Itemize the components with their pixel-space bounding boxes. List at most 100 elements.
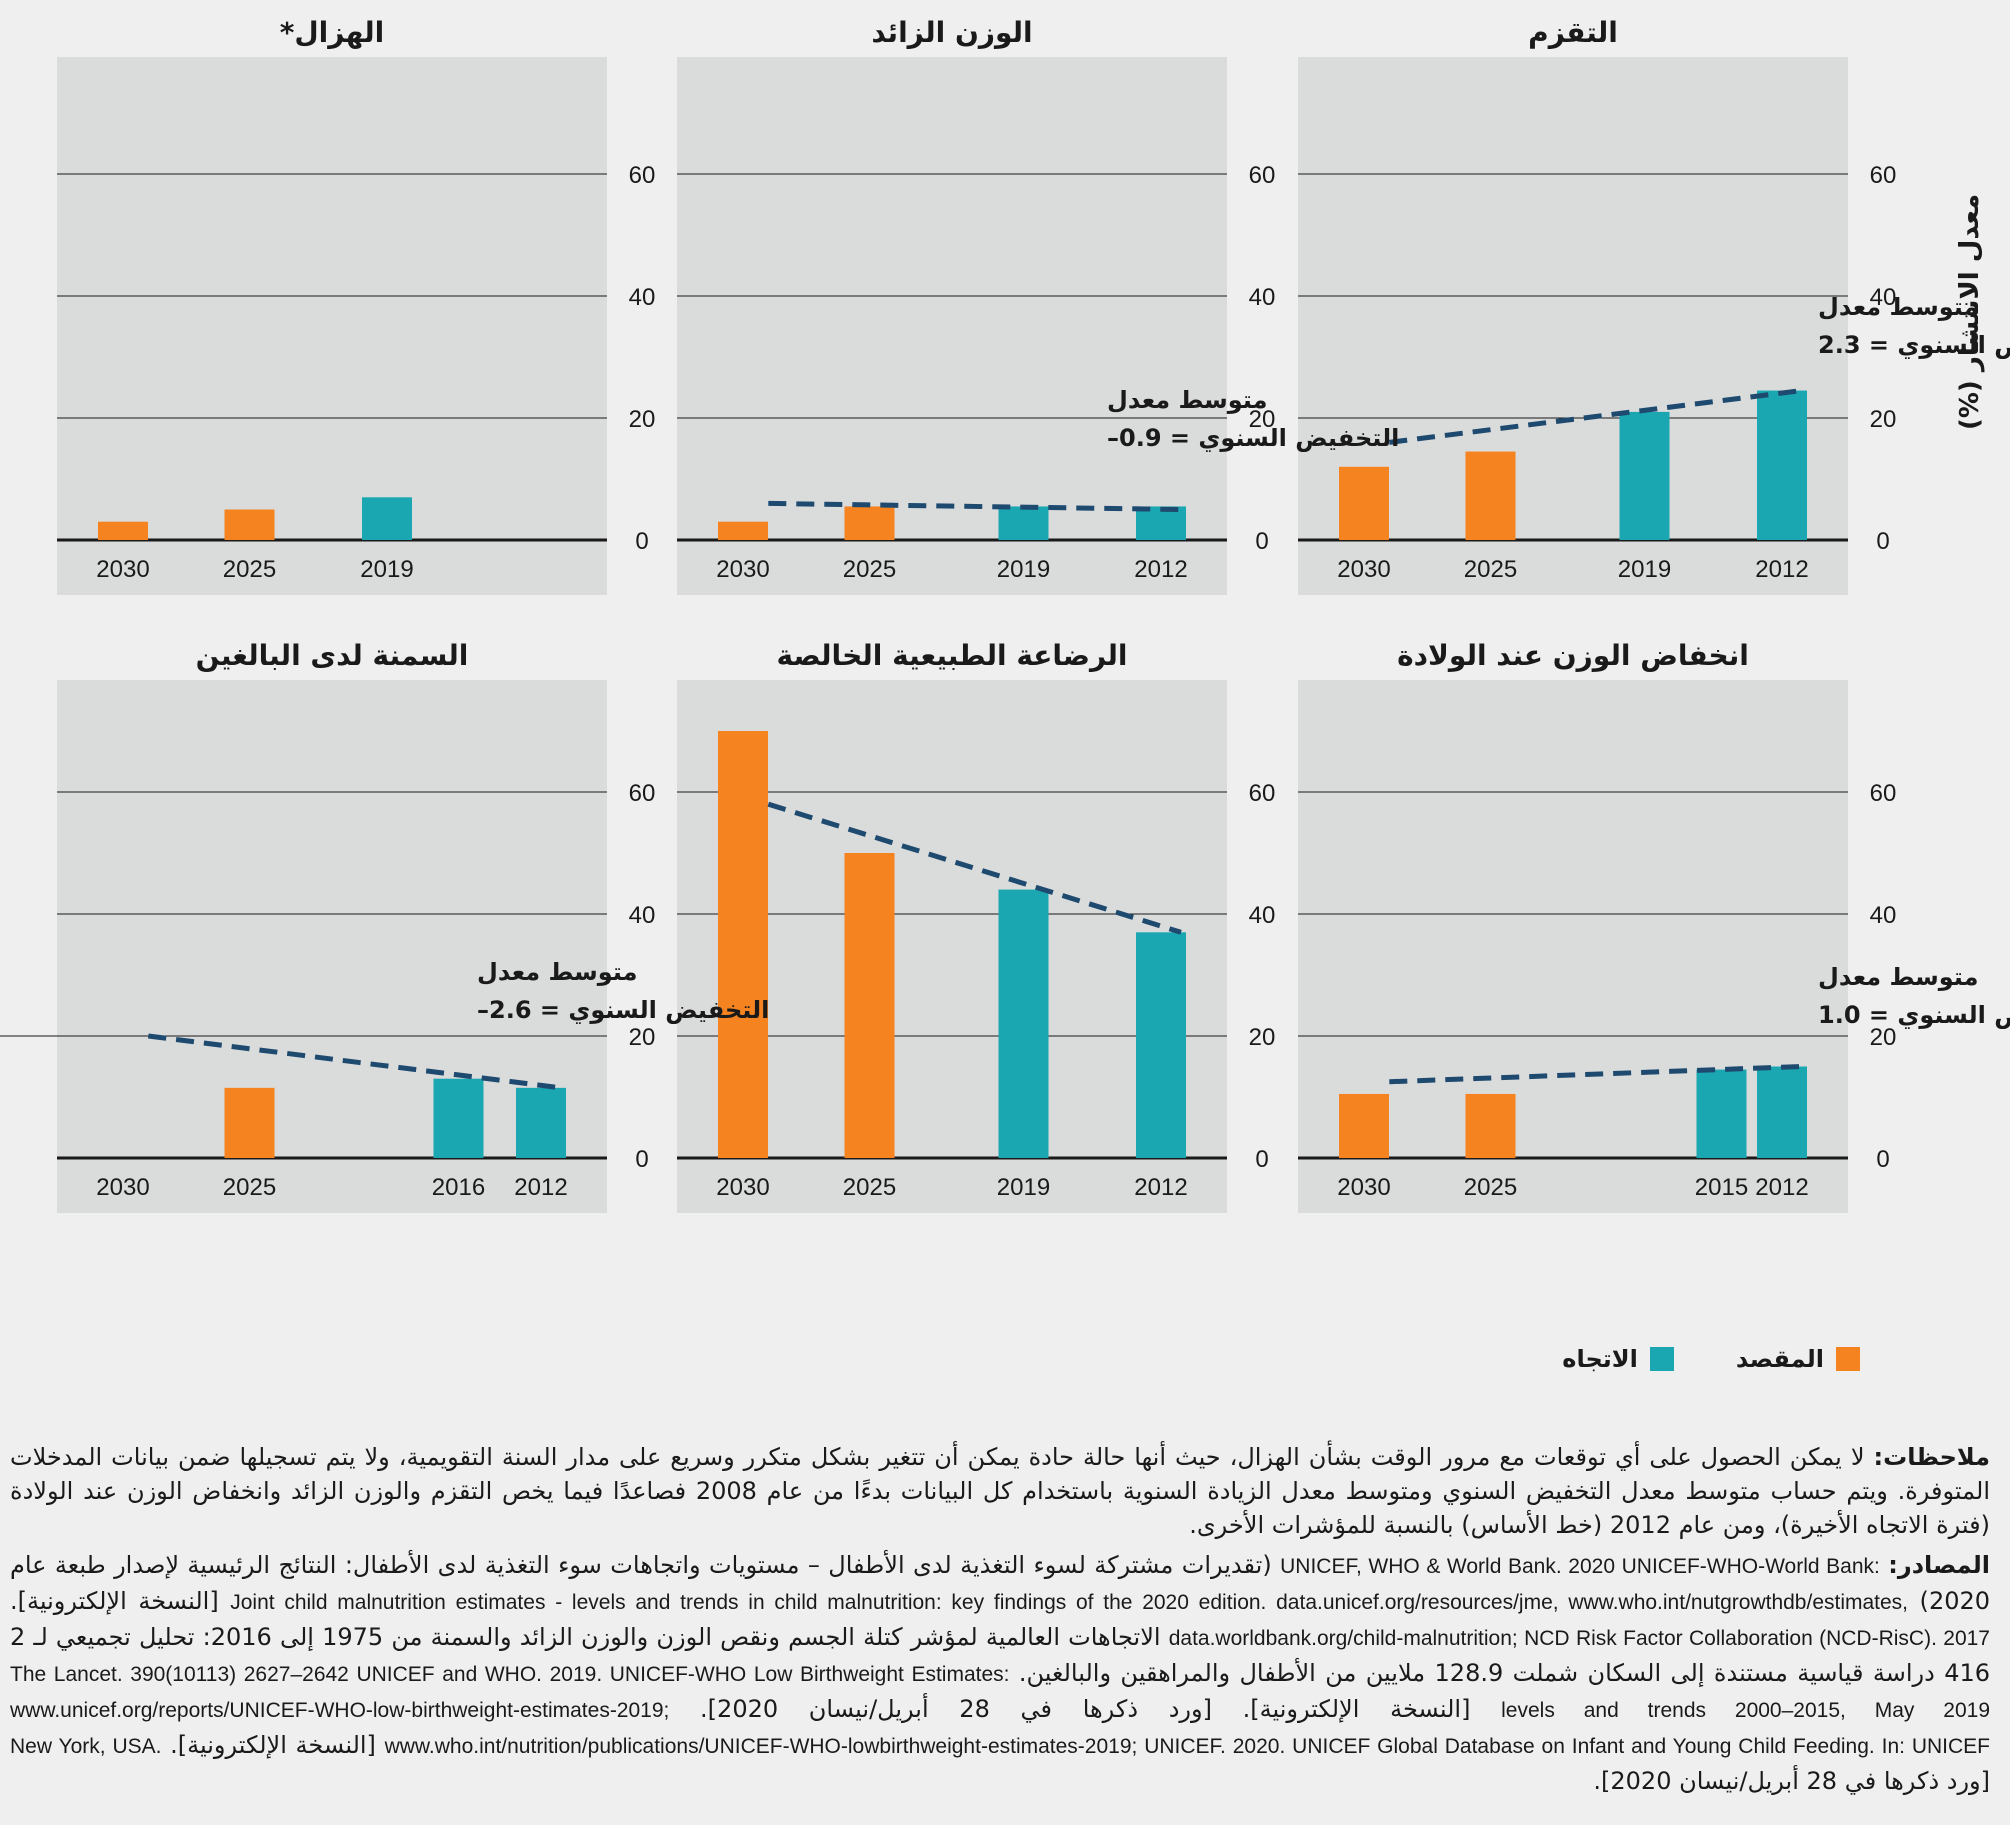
x-tick-label: 2030	[716, 1174, 769, 1201]
x-tick-label: 2030	[96, 556, 149, 583]
bar-trend-2015	[1696, 1069, 1747, 1158]
source-citation-latin: UNICEF, WHO & World Bank. 2020 UNICEF-WH…	[1280, 1555, 1880, 1578]
x-tick-label: 2012	[1134, 556, 1187, 583]
x-tick-label: 2016	[432, 1174, 485, 1201]
panel-background	[677, 680, 1227, 1213]
y-tick-label: 60	[1249, 162, 1276, 189]
annotation-line: التخفيض السنوي = 2.3	[1818, 331, 2010, 359]
bar-target-2025	[844, 853, 895, 1158]
bar-trend-2012	[1136, 506, 1186, 540]
source-citation-arabic: الاتجاهات العالمية لمؤشر كتلة الجسم ونقص…	[10, 1623, 1990, 1687]
trend-dashed-line	[147, 1033, 562, 1091]
bar-target-2025	[844, 506, 895, 540]
bar-target-2030	[98, 521, 148, 540]
annotation-line: التخفيض السنوي = 1.0	[1818, 1001, 2010, 1029]
bar-target-2025	[1465, 451, 1516, 540]
legend-label-trend: الاتجاه	[1562, 1345, 1638, 1373]
bar-trend-2019	[362, 497, 412, 540]
x-tick-label: 2019	[997, 556, 1050, 583]
y-tick-label: 20	[629, 1024, 656, 1051]
y-tick-label: 40	[629, 902, 656, 929]
annotation-line: التخفيض السنوي = 0.9–	[1107, 424, 1399, 452]
y-tick-label: 20	[1249, 1024, 1276, 1051]
bar-target-2030	[718, 731, 768, 1158]
chart-title: الوزن الزائد	[871, 16, 1032, 49]
legend-swatch-trend	[1649, 1347, 1674, 1371]
sources-label: المصادر:	[1888, 1551, 1990, 1579]
y-tick-label: 40	[1249, 902, 1276, 929]
legend-item-target: المقصد	[1736, 1345, 1860, 1373]
bar-target-2030	[1339, 466, 1389, 540]
y-tick-label: 0	[1876, 1146, 1889, 1173]
notes-paragraph: ملاحظات: لا يمكن الحصول على أي توقعات مع…	[10, 1440, 1990, 1542]
y-tick-label: 20	[1870, 406, 1897, 433]
x-tick-label: 2012	[514, 1174, 567, 1201]
x-tick-label: 2030	[1337, 556, 1390, 583]
legend-swatch-target	[1836, 1347, 1860, 1371]
x-tick-label: 2030	[716, 556, 769, 583]
x-tick-label: 2025	[843, 556, 896, 583]
bar-target-2030	[718, 521, 768, 540]
legend: الاتجاه المقصد	[1562, 1345, 1860, 1373]
chart-title: انخفاض الوزن عند الولادة	[1397, 639, 1749, 672]
annotation-line: متوسط معدل	[477, 958, 637, 986]
x-tick-label: 2025	[1464, 556, 1517, 583]
panel-background	[57, 680, 607, 1213]
legend-label-target: المقصد	[1735, 1345, 1824, 1373]
y-tick-label: 60	[1870, 162, 1897, 189]
sources-paragraph: المصادر: UNICEF, WHO & World Bank. 2020 …	[10, 1548, 1990, 1798]
bar-trend-2012	[1757, 1066, 1807, 1158]
bar-trend-2012	[1136, 932, 1186, 1158]
trend-dashed-line	[1388, 388, 1803, 445]
chart-grid: التقزم 0 20 40 60 2030 2025 2019 2012 متوسط معدل ا…	[0, 16, 2010, 1213]
notes-text: لا يمكن الحصول على أي توقعات مع مرور الو…	[10, 1443, 1991, 1539]
bar-target-2025	[224, 509, 275, 540]
y-tick-label: 60	[1870, 780, 1897, 807]
y-tick-label: 20	[1249, 406, 1276, 433]
bar-target-2030	[1339, 1093, 1389, 1158]
x-tick-label: 2015	[1695, 1174, 1748, 1201]
source-citation-arabic: [النسخة الإلكترونية].	[161, 1731, 385, 1759]
annotation-line: متوسط معدل	[1107, 386, 1267, 414]
panel-background	[1298, 680, 1848, 1213]
y-tick-label: 60	[629, 162, 656, 189]
bar-trend-2019	[1619, 411, 1670, 540]
y-tick-label: 40	[1249, 284, 1276, 311]
notes-section: ملاحظات: لا يمكن الحصول على أي توقعات مع…	[10, 1440, 1990, 1804]
source-citation-latin: data.worldbank.org/child-malnutrition; N…	[1168, 1627, 1990, 1650]
y-tick-label: 0	[635, 1146, 648, 1173]
trend-dashed-line	[767, 801, 1182, 935]
y-tick-label: 60	[629, 780, 656, 807]
y-tick-label: 0	[635, 528, 648, 555]
x-tick-label: 2019	[997, 1174, 1050, 1201]
y-tick-label: 40	[1870, 902, 1897, 929]
source-citation-latin: The Lancet. 390(10113) 2627–2642 UNICEF …	[10, 1663, 1991, 1722]
x-tick-label: 2025	[223, 1174, 276, 1201]
legend-item-trend: الاتجاه	[1562, 1345, 1674, 1373]
trend-dashed-line	[1389, 1064, 1803, 1085]
x-tick-label: 2012	[1755, 556, 1808, 583]
x-tick-label: 2019	[360, 556, 413, 583]
bar-trend-2019	[998, 506, 1049, 540]
x-tick-label: 2012	[1755, 1174, 1808, 1201]
bar-trend-2016	[433, 1078, 484, 1158]
source-citation-arabic: (تقديرات مشتركة لسوء التغذية لدى الأطفال…	[10, 1551, 1991, 1615]
bar-target-2025	[224, 1087, 275, 1158]
source-citation-arabic: [ورد ذكرها في 28 أبريل/نيسان 2020].	[1593, 1767, 1990, 1795]
source-citation-arabic: [النسخة الإلكترونية].	[10, 1587, 231, 1615]
annotation-line: متوسط معدل	[1818, 293, 1978, 321]
y-tick-label: 40	[1870, 284, 1897, 311]
chart-title: السمنة لدى البالغين	[196, 639, 469, 672]
y-tick-label: 40	[629, 284, 656, 311]
y-tick-label: 20	[1870, 1024, 1897, 1051]
y-tick-label: 0	[1876, 528, 1889, 555]
y-axis-label: معدل الانتشار (%)	[1955, 193, 1985, 430]
y-tick-label: 20	[629, 406, 656, 433]
y-tick-label: 0	[1255, 528, 1268, 555]
bar-trend-2012	[516, 1087, 566, 1158]
y-tick-label: 0	[1255, 1146, 1268, 1173]
notes-label: ملاحظات:	[1873, 1443, 1990, 1471]
x-tick-label: 2012	[1134, 1174, 1187, 1201]
panel-background	[1298, 57, 1848, 595]
annotation-line: التخفيض السنوي = 2.6–	[477, 996, 769, 1024]
